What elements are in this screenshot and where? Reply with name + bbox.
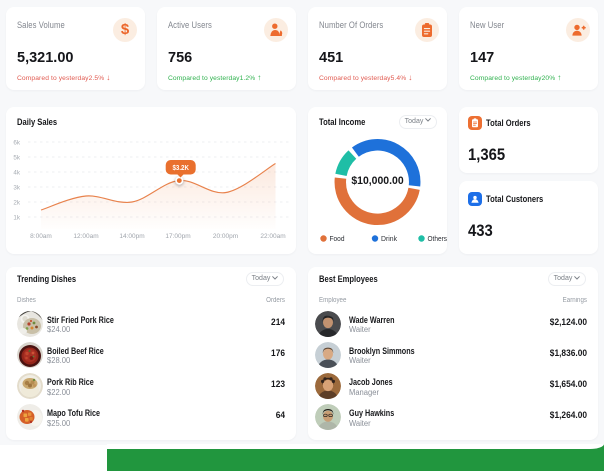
svg-text:6k: 6k — [13, 140, 21, 147]
svg-text:20:00pm: 20:00pm — [213, 233, 238, 240]
svg-text:Drink: Drink — [381, 234, 397, 243]
svg-text:Food: Food — [330, 234, 345, 243]
svg-text:5k: 5k — [13, 155, 21, 162]
svg-text:22:00am: 22:00am — [260, 233, 285, 240]
svg-text:Others: Others — [428, 234, 448, 243]
svg-text:$3.2K: $3.2K — [172, 165, 189, 172]
svg-text:2k: 2k — [13, 200, 21, 207]
svg-text:14:00pm: 14:00pm — [119, 233, 144, 240]
svg-text:3k: 3k — [13, 185, 21, 192]
svg-text:12:00am: 12:00am — [73, 233, 98, 240]
svg-text:8:00am: 8:00am — [30, 233, 52, 240]
svg-text:17:00pm: 17:00pm — [165, 233, 190, 240]
svg-text:1k: 1k — [13, 215, 21, 222]
svg-text:4k: 4k — [13, 170, 21, 177]
